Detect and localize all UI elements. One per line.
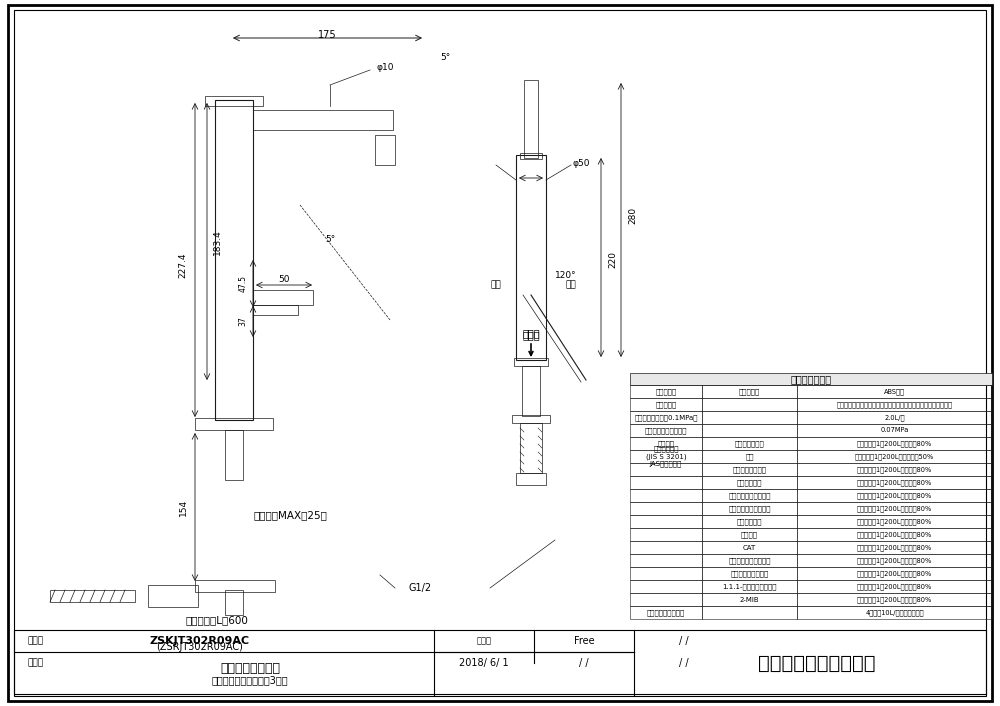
Bar (797, 606, 992, 619)
Text: / /: / / (679, 658, 689, 668)
Text: ろ過水量　1，200L、除去率80%: ろ過水量 1，200L、除去率80% (857, 531, 932, 538)
Bar (702, 424, 797, 437)
Text: 活性炭、中空糸膜（ポリプロピレン）、不織布、イオン交換樹脂: 活性炭、中空糸膜（ポリプロピレン）、不織布、イオン交換樹脂 (836, 401, 952, 408)
Bar (148, 585, 198, 607)
Text: ろ過水量　1，200L、ろ過流量50%: ろ過水量 1，200L、ろ過流量50% (855, 453, 934, 460)
Bar (630, 463, 702, 476)
Text: 仕様および性能: 仕様および性能 (790, 374, 832, 384)
Bar (797, 463, 992, 476)
Bar (630, 580, 702, 593)
Text: φ50: φ50 (572, 159, 590, 167)
Text: ろ過水量　1，200L、除去率80%: ろ過水量 1，200L、除去率80% (857, 583, 932, 590)
Bar (702, 398, 797, 411)
Bar (522, 366, 540, 416)
Text: ろ過水量　1，200L、除去率80%: ろ過水量 1，200L、除去率80% (857, 505, 932, 512)
Bar (702, 606, 797, 619)
Bar (630, 541, 702, 554)
Bar (797, 541, 992, 554)
Text: / /: / / (579, 658, 589, 668)
Text: 名　称: 名 称 (28, 659, 44, 667)
Bar (797, 450, 992, 463)
Text: 浄水器本体: 浄水器本体 (739, 388, 760, 395)
Text: ろ過水量　1，200L、除去率80%: ろ過水量 1，200L、除去率80% (857, 466, 932, 473)
Text: 止水: 止水 (491, 280, 501, 289)
Text: トリクロロエチレン: トリクロロエチレン (730, 570, 769, 577)
Text: 吐水: 吐水 (566, 280, 576, 289)
Text: G1/2: G1/2 (408, 583, 432, 593)
Text: 日本工業規格
(JIS S 3201)
JAS規格認定品: 日本工業規格 (JIS S 3201) JAS規格認定品 (646, 445, 686, 467)
Text: (ZSRJT302R09AC): (ZSRJT302R09AC) (157, 642, 243, 652)
Text: クロロホルム: クロロホルム (737, 479, 762, 486)
Bar (702, 580, 797, 593)
Bar (702, 450, 797, 463)
Bar (630, 398, 702, 411)
Text: 2.0L/分: 2.0L/分 (884, 414, 905, 421)
Bar (702, 567, 797, 580)
Bar (797, 489, 992, 502)
Text: ろ過水量　1，200L、除去率80%: ろ過水量 1，200L、除去率80% (857, 544, 932, 551)
Bar (215, 100, 253, 420)
Bar (797, 424, 992, 437)
Bar (630, 528, 702, 541)
Bar (512, 415, 550, 423)
Text: 番　号: 番 号 (28, 637, 44, 645)
Text: テトラクロロエチレン: テトラクロロエチレン (728, 557, 771, 564)
Bar (797, 398, 992, 411)
Text: ジブロモクロロメタン: ジブロモクロロメタン (728, 505, 771, 512)
Text: ZSKJT302R09AC: ZSKJT302R09AC (150, 636, 250, 646)
Text: 5°: 5° (325, 236, 335, 244)
Text: ろ過水量　1，200L、除去率80%: ろ過水量 1，200L、除去率80% (857, 492, 932, 499)
Bar (702, 541, 797, 554)
Bar (195, 418, 273, 430)
Bar (702, 385, 797, 398)
Bar (702, 489, 797, 502)
Bar (630, 385, 702, 398)
Text: 浄水能力: 浄水能力 (658, 441, 674, 447)
Bar (516, 473, 546, 485)
Bar (630, 502, 702, 515)
Text: 227.4: 227.4 (178, 252, 188, 277)
Text: 280: 280 (629, 206, 638, 224)
Bar (630, 515, 702, 528)
Text: （交換カートリッジ　3個）: （交換カートリッジ 3個） (212, 675, 288, 685)
Text: ろ過水量　1，200L、除去率80%: ろ過水量 1，200L、除去率80% (857, 596, 932, 603)
Bar (797, 385, 992, 398)
Text: 183.4: 183.4 (212, 229, 222, 255)
Bar (253, 290, 313, 305)
Text: 4ヶ月（10L/日使用の場合）: 4ヶ月（10L/日使用の場合） (865, 609, 924, 616)
Bar (702, 437, 797, 450)
Bar (702, 515, 797, 528)
Bar (797, 411, 992, 424)
Text: 47.5: 47.5 (239, 275, 248, 292)
Bar (630, 489, 702, 502)
Bar (702, 463, 797, 476)
Bar (797, 515, 992, 528)
Bar (630, 567, 702, 580)
Bar (520, 423, 542, 473)
Text: 通過残留塩素量: 通過残留塩素量 (735, 441, 764, 447)
Bar (702, 554, 797, 567)
Text: ABS樹脂: ABS樹脂 (884, 388, 905, 395)
Bar (253, 305, 298, 315)
Text: ろ過水量　1，200L、除去率80%: ろ過水量 1，200L、除去率80% (857, 557, 932, 564)
Text: 120°: 120° (555, 270, 577, 280)
Bar (630, 424, 702, 437)
Text: 154: 154 (178, 498, 188, 515)
Bar (702, 502, 797, 515)
Text: / /: / / (679, 636, 689, 646)
Text: φ10: φ10 (376, 63, 394, 71)
Bar (630, 450, 702, 463)
Text: クリナップ㈱株式会社: クリナップ㈱株式会社 (758, 654, 876, 673)
Bar (630, 476, 702, 489)
Bar (50, 590, 135, 602)
Bar (797, 580, 992, 593)
Text: 175: 175 (318, 30, 336, 40)
Text: 2-MIB: 2-MIB (740, 597, 759, 602)
Bar (702, 411, 797, 424)
Bar (524, 80, 538, 158)
Text: 濁り: 濁り (745, 453, 754, 460)
Text: 取付面: 取付面 (522, 328, 540, 338)
Text: ろ過水量　1，200L、除去率80%: ろ過水量 1，200L、除去率80% (857, 518, 932, 525)
Text: 溶解性鉛: 溶解性鉛 (741, 531, 758, 538)
Text: 尺　度: 尺 度 (477, 637, 492, 645)
